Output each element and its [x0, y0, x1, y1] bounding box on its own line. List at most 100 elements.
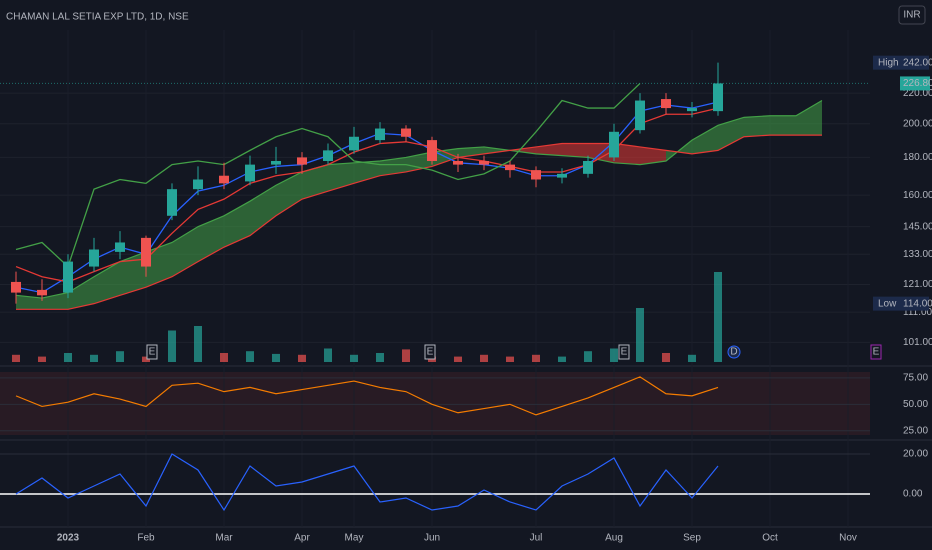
volume-bar	[454, 356, 462, 362]
cloud-segment	[16, 295, 42, 310]
candle-body	[219, 175, 229, 184]
indicator-line	[15, 101, 719, 294]
oscillator-line	[15, 453, 719, 512]
event-badge[interactable]	[727, 345, 741, 359]
cloud-segment	[562, 143, 588, 158]
volume-bar	[506, 356, 514, 362]
y-tick-label: 121.00	[903, 279, 932, 290]
y-tick-label: 50.00	[903, 399, 928, 410]
cloud-segment	[458, 146, 484, 158]
indicator-line	[15, 107, 719, 283]
event-badge[interactable]	[870, 344, 882, 360]
rsi-line	[15, 376, 719, 416]
volume-bar	[298, 354, 306, 362]
price-marker-box	[873, 55, 929, 70]
volume-bar	[350, 354, 358, 362]
cloud-segment	[354, 160, 380, 184]
candle-body	[349, 136, 359, 151]
cloud-segment	[484, 146, 510, 154]
event-label[interactable]: E	[873, 347, 880, 358]
candle-body	[583, 160, 593, 174]
candle-body	[479, 160, 489, 165]
cloud-segment	[328, 162, 354, 192]
candle-body	[193, 179, 203, 190]
price-marker-box	[873, 296, 929, 311]
candle-body	[401, 128, 411, 137]
candle-body	[375, 128, 385, 141]
price-marker-name: Low	[878, 298, 897, 309]
event-badge[interactable]	[424, 344, 436, 360]
indicator-line	[15, 82, 641, 268]
volume-bar	[584, 351, 592, 362]
x-tick-label: May	[345, 533, 364, 544]
candle-body	[713, 83, 723, 112]
event-label[interactable]: E	[149, 347, 156, 358]
price-marker-value: 242.00	[903, 57, 932, 68]
volume-bar	[610, 348, 618, 362]
x-tick-label: Mar	[215, 533, 233, 544]
candle-body	[609, 131, 619, 158]
candle-body	[89, 249, 99, 267]
candle-body	[323, 150, 333, 161]
currency-box[interactable]	[898, 5, 926, 25]
candle-body	[531, 170, 541, 180]
cloud-segment	[718, 117, 744, 151]
candle-body	[297, 157, 307, 165]
event-label[interactable]: E	[427, 347, 434, 358]
volume-bar	[90, 354, 98, 362]
cloud-segment	[770, 115, 796, 136]
cloud-segment	[614, 143, 640, 165]
y-tick-label: 75.00	[903, 373, 928, 384]
volume-bar	[688, 354, 696, 362]
event-label[interactable]: E	[621, 347, 628, 358]
cloud-segment	[146, 242, 172, 288]
candle-body	[505, 164, 515, 171]
span-b-line	[16, 134, 822, 310]
y-tick-label: 145.00	[903, 221, 932, 232]
event-label[interactable]: D	[730, 347, 737, 358]
event-badge[interactable]	[146, 344, 158, 360]
candle-body	[245, 164, 255, 182]
x-tick-label: Jul	[530, 533, 543, 544]
volume-bar	[12, 354, 20, 362]
candle-body	[63, 261, 73, 293]
cloud-segment	[302, 164, 328, 200]
candle-body	[427, 140, 437, 161]
volume-bar	[324, 348, 332, 362]
candle-body	[37, 289, 47, 296]
y-tick-label: 200.00	[903, 118, 932, 129]
candle-body	[453, 160, 463, 165]
cloud-segment	[94, 261, 120, 304]
x-tick-label: 2023	[57, 533, 80, 544]
x-tick-label: Oct	[762, 533, 778, 544]
volume-bar	[116, 351, 124, 362]
cloud-segment	[796, 100, 822, 136]
candle-body	[557, 173, 567, 178]
y-tick-label: 180.00	[903, 152, 932, 163]
event-badge[interactable]	[618, 344, 630, 360]
volume-bar	[142, 356, 150, 362]
price-marker-value: 114.00	[903, 298, 932, 309]
x-tick-label: Nov	[839, 533, 857, 544]
rsi-background	[0, 372, 870, 435]
x-tick-label: Feb	[137, 533, 155, 544]
cloud-segment	[380, 157, 406, 176]
last-price-box	[900, 76, 930, 91]
volume-bar	[246, 351, 254, 362]
candle-body	[271, 160, 281, 165]
y-tick-label: 111.00	[903, 307, 932, 318]
volume-bar	[532, 354, 540, 362]
volume-bar	[662, 353, 670, 362]
price-marker-name: High	[878, 57, 899, 68]
cloud-segment	[406, 152, 432, 172]
cloud-segment	[510, 146, 536, 154]
currency[interactable]: INR	[903, 10, 920, 21]
candle-body	[141, 237, 151, 267]
cloud-segment	[120, 251, 146, 296]
x-tick-label: Aug	[605, 533, 623, 544]
y-tick-label: 0.00	[903, 489, 923, 500]
volume-bar	[402, 349, 410, 362]
last-price-label: 226.80	[903, 78, 932, 89]
volume-bar	[636, 308, 644, 362]
